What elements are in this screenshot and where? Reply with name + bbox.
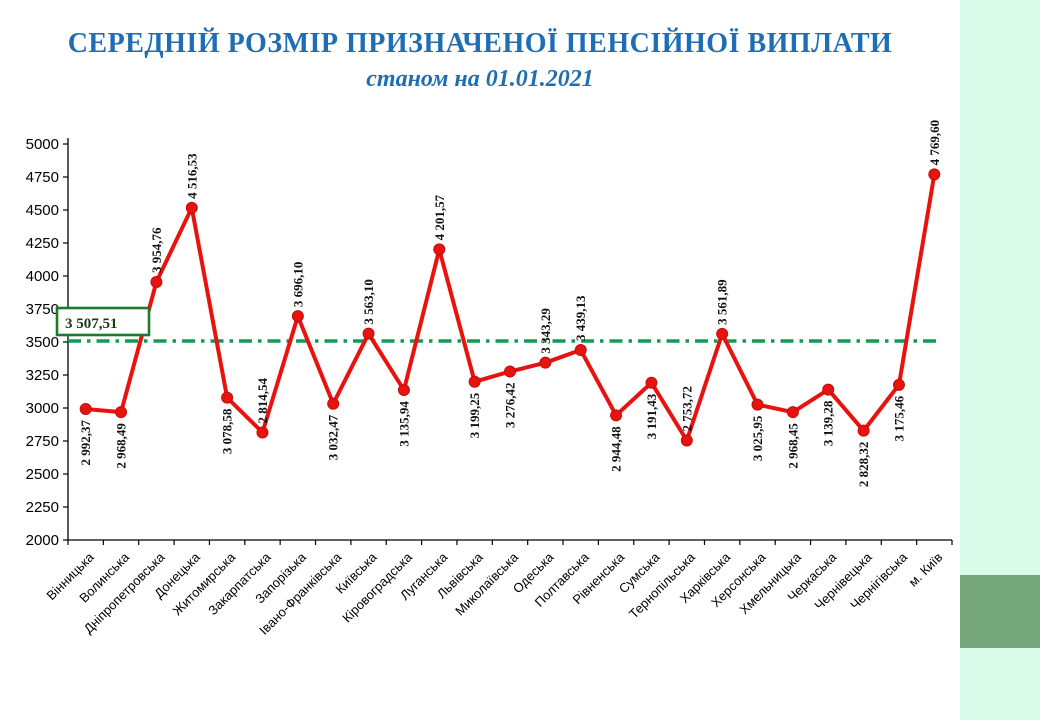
y-tick-label: 4250: [26, 235, 59, 252]
data-point: [892, 378, 905, 391]
data-point: [79, 403, 92, 416]
data-point-label: 2 968,45: [785, 423, 800, 469]
data-point-label: 2 968,49: [114, 423, 129, 469]
data-point-label: 3 696,10: [290, 262, 305, 308]
data-point: [291, 310, 304, 323]
axes: [67, 138, 952, 541]
data-point-label: 3 343,29: [538, 308, 553, 354]
data-point-label: 2 992,37: [78, 420, 93, 466]
x-axis-ticks: [67, 540, 953, 545]
y-tick-label: 3750: [26, 301, 59, 318]
chart-title: СЕРЕДНІЙ РОЗМІР ПРИЗНАЧЕНОЇ ПЕНСІЙНОЇ ВИ…: [67, 28, 893, 59]
data-point: [857, 424, 870, 437]
data-point: [680, 434, 693, 447]
data-point-label: 4 769,60: [927, 120, 942, 166]
y-tick-label: 4500: [26, 202, 59, 219]
data-point: [822, 383, 835, 396]
data-point: [327, 397, 340, 410]
data-point-label: 3 135,94: [396, 401, 411, 447]
data-point-label: 2 944,48: [609, 426, 624, 472]
average-box-frame: [55, 306, 151, 337]
data-point: [468, 375, 481, 388]
data-points: [79, 168, 941, 447]
y-tick-label: 2750: [26, 433, 59, 450]
data-point-label: 4 516,53: [184, 153, 199, 199]
title-block: СЕРЕДНІЙ РОЗМІР ПРИЗНАЧЕНОЇ ПЕНСІЙНОЇ ВИ…: [0, 28, 960, 93]
chart-subtitle: станом на 01.01.2021: [366, 66, 594, 92]
data-point: [221, 391, 234, 404]
data-point: [504, 365, 516, 378]
data-point: [115, 406, 128, 419]
data-point: [610, 409, 623, 422]
y-tick-label: 2000: [26, 532, 59, 549]
data-point-label: 3 191,43: [644, 393, 659, 439]
data-point: [433, 243, 446, 256]
y-tick-label: 3250: [26, 367, 59, 384]
y-axis-labels: 2000 2250 2500 2750 3000 3250 3500 3750 4000 4250…: [26, 136, 68, 549]
data-point-label: 3 439,13: [573, 295, 588, 341]
right-decor-square: [960, 575, 1040, 648]
data-point: [362, 327, 375, 340]
data-point-label: 3 954,76: [149, 227, 164, 273]
data-point-label: 4 201,57: [432, 194, 447, 240]
y-tick-label: 2250: [26, 499, 59, 516]
data-point-label: 3 561,89: [715, 279, 730, 325]
pension-line-chart: 2000 2250 2500 2750 3000 3250 3500 3750 4000 4250…: [26, 120, 953, 638]
data-point: [150, 275, 163, 288]
data-point-label: 3 175,46: [891, 395, 906, 441]
data-point-label: 2 753,72: [679, 386, 694, 432]
data-point: [751, 398, 764, 411]
y-tick-label: 4750: [26, 169, 59, 186]
data-point: [256, 426, 269, 439]
data-point-label: 2 828,32: [856, 442, 871, 488]
average-box-value: 3 507,51: [65, 316, 118, 332]
data-point-label: 2 814,54: [255, 377, 270, 423]
data-point: [928, 168, 941, 181]
data-point-label: 3 025,95: [750, 415, 765, 461]
data-point: [645, 376, 658, 389]
y-tick-label: 5000: [26, 136, 59, 153]
y-tick-label: 2500: [26, 466, 59, 483]
y-tick-label: 3000: [26, 400, 59, 417]
data-point: [716, 327, 729, 340]
x-category-labels: ВінницькаВолинськаДніпропетровськаДонець…: [43, 549, 945, 638]
data-point-label: 3 199,25: [467, 392, 482, 438]
data-point: [539, 356, 552, 369]
average-value-box: 3 507,51: [55, 306, 151, 337]
data-labels: 2 992,37 2 968,49 3 954,76 4 516,53 3 078,58…: [78, 120, 942, 487]
data-point: [397, 384, 410, 397]
data-point-label: 3 276,42: [503, 383, 518, 429]
data-point-label: 3 139,28: [821, 400, 836, 446]
y-tick-label: 4000: [26, 268, 59, 285]
data-point: [185, 201, 198, 214]
data-point-label: 3 563,10: [361, 279, 376, 325]
category-label: м. Київ: [905, 549, 945, 589]
data-point: [786, 406, 799, 419]
data-point-label: 3 032,47: [326, 414, 341, 460]
data-point-label: 3 078,58: [220, 408, 235, 454]
data-point: [574, 344, 587, 357]
y-tick-label: 3500: [26, 334, 59, 351]
